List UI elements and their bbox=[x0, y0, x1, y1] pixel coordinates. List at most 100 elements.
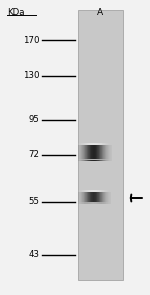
Bar bbox=[93, 159, 94, 160]
Bar bbox=[84, 143, 85, 145]
Bar bbox=[100, 202, 101, 204]
Bar bbox=[81, 190, 82, 192]
Bar bbox=[82, 190, 83, 192]
Bar bbox=[103, 202, 104, 204]
Bar bbox=[104, 190, 105, 192]
Bar bbox=[80, 159, 81, 160]
Bar bbox=[84, 190, 85, 192]
Bar bbox=[78, 202, 79, 204]
Bar bbox=[88, 159, 89, 160]
Bar bbox=[103, 202, 104, 204]
Bar bbox=[87, 190, 88, 192]
Bar bbox=[110, 190, 111, 192]
Bar bbox=[78, 190, 79, 192]
Bar bbox=[89, 143, 90, 145]
Bar bbox=[82, 190, 83, 192]
Bar bbox=[105, 202, 106, 204]
Bar bbox=[86, 159, 87, 160]
Bar bbox=[94, 202, 95, 204]
Bar bbox=[94, 145, 95, 161]
Bar bbox=[105, 159, 106, 160]
Bar bbox=[102, 190, 103, 192]
Bar bbox=[91, 202, 92, 204]
Bar bbox=[111, 159, 112, 160]
Bar bbox=[100, 143, 101, 145]
Bar bbox=[110, 202, 111, 204]
Bar bbox=[100, 159, 101, 160]
Bar bbox=[86, 190, 87, 192]
Bar bbox=[93, 190, 94, 192]
Bar bbox=[111, 159, 112, 160]
Bar bbox=[84, 190, 85, 192]
Bar bbox=[92, 143, 93, 145]
Bar bbox=[107, 202, 108, 204]
Bar bbox=[95, 190, 96, 192]
Bar bbox=[102, 190, 103, 192]
Bar bbox=[105, 143, 106, 145]
Bar bbox=[88, 190, 89, 192]
Bar bbox=[80, 202, 81, 204]
Bar bbox=[80, 145, 81, 161]
Bar bbox=[93, 143, 94, 145]
Bar bbox=[97, 202, 98, 204]
Bar bbox=[108, 159, 109, 160]
Bar bbox=[89, 202, 90, 204]
Bar bbox=[90, 202, 91, 204]
Bar bbox=[82, 159, 83, 160]
Bar bbox=[82, 190, 83, 192]
Bar bbox=[104, 143, 105, 145]
Bar bbox=[93, 191, 94, 204]
Bar bbox=[108, 202, 109, 204]
Bar bbox=[99, 190, 100, 192]
Bar bbox=[97, 143, 98, 145]
Bar bbox=[100, 159, 101, 160]
Bar bbox=[97, 191, 98, 204]
Bar bbox=[88, 202, 89, 204]
Bar bbox=[107, 143, 108, 145]
Bar bbox=[94, 143, 95, 145]
Bar bbox=[84, 190, 85, 192]
Bar bbox=[109, 202, 110, 204]
Bar bbox=[83, 202, 84, 204]
Bar bbox=[82, 159, 83, 160]
Bar bbox=[82, 190, 83, 192]
Bar bbox=[85, 190, 86, 192]
Bar bbox=[104, 159, 105, 160]
Bar bbox=[107, 159, 108, 160]
Bar bbox=[97, 190, 98, 192]
Bar bbox=[100, 202, 101, 204]
Bar bbox=[81, 202, 82, 204]
Text: 72: 72 bbox=[28, 150, 39, 159]
Bar bbox=[96, 143, 97, 145]
Bar bbox=[96, 159, 97, 160]
Bar bbox=[81, 159, 82, 160]
Bar bbox=[83, 190, 84, 192]
Bar bbox=[85, 159, 86, 160]
Bar bbox=[104, 190, 105, 192]
Bar bbox=[104, 159, 105, 160]
Bar bbox=[106, 190, 107, 192]
Bar bbox=[103, 190, 104, 192]
Bar bbox=[102, 143, 103, 145]
Bar bbox=[86, 202, 87, 204]
Bar bbox=[84, 143, 85, 145]
Bar bbox=[88, 159, 89, 160]
Bar bbox=[84, 190, 85, 192]
Bar bbox=[103, 143, 104, 145]
Bar bbox=[94, 202, 95, 204]
Bar bbox=[98, 202, 99, 204]
Bar bbox=[81, 190, 82, 192]
Bar bbox=[104, 159, 105, 160]
Bar bbox=[95, 190, 96, 192]
Bar bbox=[90, 143, 91, 145]
Bar bbox=[103, 202, 104, 204]
Bar bbox=[81, 190, 82, 192]
Bar bbox=[79, 159, 80, 160]
Bar bbox=[80, 143, 81, 145]
Bar bbox=[96, 190, 97, 192]
Bar bbox=[103, 159, 104, 160]
Bar bbox=[109, 159, 110, 160]
Bar bbox=[88, 202, 89, 204]
Bar bbox=[106, 202, 107, 204]
Bar bbox=[92, 143, 93, 145]
